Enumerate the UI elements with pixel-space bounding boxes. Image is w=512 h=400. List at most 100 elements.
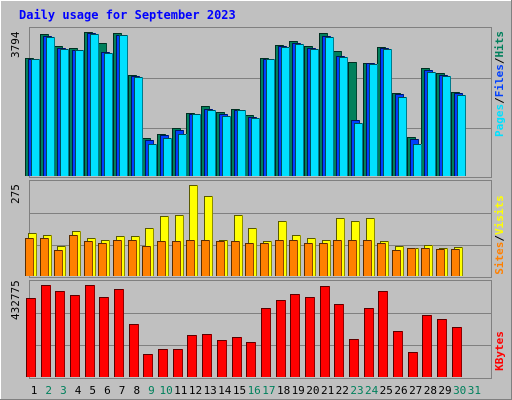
bar-edge bbox=[231, 109, 240, 176]
bar-visits-day-13 bbox=[204, 196, 213, 276]
bar-edge bbox=[104, 53, 113, 176]
bar-pages-day-29 bbox=[442, 76, 451, 176]
bar-edge bbox=[452, 327, 462, 377]
bar-edge bbox=[216, 112, 225, 176]
bar-edge bbox=[275, 240, 284, 276]
x-label-day-21: 21 bbox=[321, 384, 334, 397]
bar-edge bbox=[457, 95, 466, 176]
x-axis-labels: 1 2 3 4 5 6 7 8 9 10 11 12 13 14 15 16 17 18 19 20 21 22 23 24 2… bbox=[31, 384, 481, 397]
bar-kbytes-day-14 bbox=[217, 340, 227, 377]
x-label-day-29: 29 bbox=[438, 384, 451, 397]
bar-sites-day-15 bbox=[231, 241, 240, 276]
bar-edge bbox=[349, 339, 359, 377]
bar-sites-day-20 bbox=[304, 243, 313, 276]
bar-kbytes-day-19 bbox=[290, 294, 300, 377]
bar-edge bbox=[57, 48, 66, 176]
x-label-day-10: 10 bbox=[159, 384, 172, 397]
bar-pages-day-26 bbox=[398, 97, 407, 176]
bar-edge bbox=[207, 110, 216, 176]
bar-pages-day-28 bbox=[427, 72, 436, 176]
bar-edge bbox=[172, 128, 181, 176]
bar-edge bbox=[378, 291, 388, 377]
bar-edge bbox=[366, 63, 375, 176]
bar-edge bbox=[392, 250, 401, 276]
bar-edge bbox=[427, 72, 436, 176]
x-label-day-1: 1 bbox=[31, 384, 38, 397]
x-label-day-6: 6 bbox=[104, 384, 111, 397]
bar-sites-day-14 bbox=[216, 241, 225, 276]
x-label-day-23: 23 bbox=[350, 384, 363, 397]
x-label-day-3: 3 bbox=[60, 384, 67, 397]
bar-sites-day-21 bbox=[319, 243, 328, 276]
x-label-day-4: 4 bbox=[75, 384, 82, 397]
bar-kbytes-day-25 bbox=[378, 291, 388, 377]
bar-edge bbox=[421, 68, 430, 176]
bar-edge bbox=[364, 308, 374, 377]
bar-edge bbox=[87, 33, 96, 176]
bar-pages-day-5 bbox=[90, 34, 99, 176]
bar-edge bbox=[339, 57, 348, 176]
bar-edge bbox=[142, 246, 151, 276]
bar-edge bbox=[173, 349, 183, 377]
bar-pages-day-2 bbox=[46, 37, 55, 176]
bar-pages-day-21 bbox=[325, 37, 334, 176]
bar-edge bbox=[275, 45, 284, 176]
bar-edge bbox=[260, 243, 269, 276]
bar-edge bbox=[119, 35, 128, 176]
bar-pages-day-9 bbox=[148, 144, 157, 176]
bar-edge bbox=[25, 58, 34, 176]
bar-edge bbox=[260, 58, 269, 176]
bar-kbytes-day-11 bbox=[173, 349, 183, 377]
chart-title: Daily usage for September 2023 bbox=[19, 8, 236, 22]
bar-sites-day-3 bbox=[54, 250, 63, 276]
x-label-day-31: 31 bbox=[468, 384, 481, 397]
bar-sites-day-24 bbox=[363, 240, 372, 276]
bar-pages-day-4 bbox=[75, 50, 84, 176]
bar-edge bbox=[55, 291, 65, 377]
bar-edge bbox=[436, 249, 445, 276]
x-label-day-2: 2 bbox=[45, 384, 52, 397]
bar-edge bbox=[98, 243, 107, 276]
bar-edge bbox=[398, 97, 407, 176]
bar-sites-day-13 bbox=[201, 240, 210, 276]
bar-pages-day-1 bbox=[31, 59, 40, 176]
bar-edge bbox=[216, 241, 225, 276]
bar-kbytes-day-15 bbox=[232, 337, 242, 377]
bar-edge bbox=[178, 134, 187, 176]
bar-edge bbox=[43, 36, 52, 176]
bar-edge bbox=[289, 240, 298, 276]
bar-pages-day-12 bbox=[192, 114, 201, 176]
bar-edge bbox=[145, 140, 154, 176]
chart-bars bbox=[25, 32, 491, 377]
bar-kbytes-day-1 bbox=[26, 298, 36, 377]
bar-edge bbox=[99, 297, 109, 377]
bar-pages-day-19 bbox=[295, 44, 304, 176]
bar-edge bbox=[41, 285, 51, 377]
bar-sites-day-18 bbox=[275, 240, 284, 276]
bar-sites-day-23 bbox=[348, 240, 357, 276]
bar-edge bbox=[175, 130, 184, 176]
bar-edge bbox=[128, 240, 137, 276]
x-label-day-7: 7 bbox=[119, 384, 126, 397]
panel-frame bbox=[29, 180, 492, 278]
x-label-day-16: 16 bbox=[248, 384, 261, 397]
bar-edge bbox=[84, 32, 93, 176]
bar-sites-day-2 bbox=[40, 238, 49, 276]
bar-pages-day-13 bbox=[207, 110, 216, 176]
panel-visits-sites bbox=[29, 180, 492, 278]
bar-edge bbox=[40, 34, 49, 176]
bar-edge bbox=[395, 94, 404, 176]
bar-sites-day-12 bbox=[186, 240, 195, 276]
bar-edge bbox=[70, 295, 80, 377]
bar-edge bbox=[351, 120, 360, 176]
bar-kbytes-day-30 bbox=[452, 327, 462, 377]
bar-edge bbox=[410, 139, 419, 176]
bar-pages-day-24 bbox=[369, 64, 378, 176]
bar-pages-day-27 bbox=[413, 144, 422, 176]
bar-sites-day-6 bbox=[98, 243, 107, 276]
bar-edge bbox=[436, 73, 445, 176]
bar-edge bbox=[295, 44, 304, 176]
bar-pages-day-22 bbox=[339, 57, 348, 176]
bar-pages-day-8 bbox=[134, 77, 143, 176]
bar-edge bbox=[451, 249, 460, 276]
